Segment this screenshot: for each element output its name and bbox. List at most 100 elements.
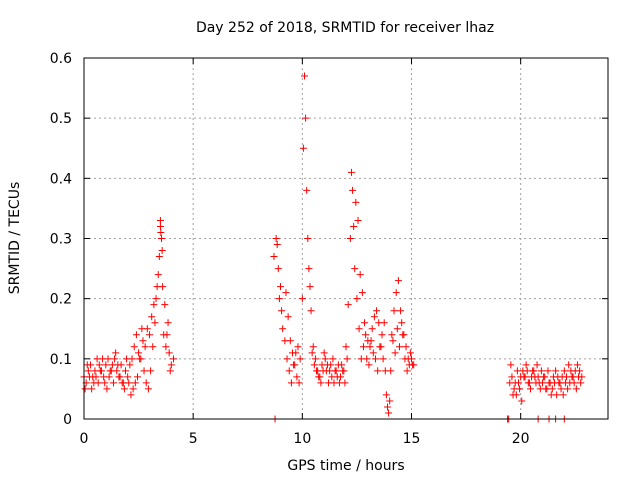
data-point: [305, 265, 313, 273]
data-point: [298, 295, 306, 303]
data-point: [293, 373, 301, 381]
data-point: [124, 373, 132, 381]
data-point: [362, 331, 370, 339]
data-point: [403, 367, 411, 375]
data-point: [391, 349, 399, 357]
data-point: [162, 343, 170, 351]
data-point: [114, 361, 122, 369]
data-point: [132, 331, 140, 339]
data-point: [342, 343, 350, 351]
data-point: [529, 367, 537, 375]
data-point: [130, 343, 138, 351]
x-tick-label: 15: [403, 431, 421, 447]
data-point: [343, 355, 351, 363]
data-point: [565, 361, 573, 369]
y-axis-label: SRMTID / TECUs: [7, 182, 23, 295]
data-point: [575, 373, 583, 381]
data-point: [99, 355, 107, 363]
data-point: [103, 385, 111, 393]
data-point: [568, 373, 576, 381]
data-point: [286, 337, 294, 345]
data-point: [96, 367, 104, 375]
data-point: [387, 367, 395, 375]
data-point: [133, 373, 141, 381]
data-point: [383, 403, 391, 411]
data-point: [304, 235, 312, 242]
data-point: [524, 379, 532, 387]
data-point: [352, 198, 360, 206]
data-point: [370, 313, 378, 321]
data-point: [320, 349, 328, 357]
data-point: [167, 361, 175, 369]
y-tick-label: 0.4: [50, 171, 72, 187]
data-point: [389, 337, 397, 345]
data-point: [154, 271, 162, 279]
data-point: [170, 355, 178, 363]
data-point: [123, 355, 131, 363]
data-point: [552, 367, 560, 375]
data-point: [540, 373, 548, 381]
x-tick-label: 0: [80, 431, 89, 447]
data-point: [321, 355, 329, 363]
data-point: [274, 265, 282, 273]
data-point: [160, 331, 168, 339]
data-point: [116, 373, 124, 381]
data-point: [141, 343, 149, 351]
data-point: [151, 319, 159, 327]
data-point: [560, 367, 568, 375]
data-point: [511, 379, 519, 387]
data-point: [139, 337, 147, 345]
data-point: [135, 349, 143, 357]
data-point: [522, 361, 530, 369]
data-point: [156, 222, 164, 230]
data-point: [356, 271, 364, 279]
data-point: [350, 222, 358, 230]
data-point: [142, 379, 150, 387]
data-point: [553, 391, 561, 399]
data-point: [564, 385, 572, 393]
data-point: [147, 367, 155, 375]
data-point: [306, 283, 314, 291]
data-point: [576, 367, 584, 375]
data-point: [301, 72, 309, 80]
data-point: [291, 361, 299, 369]
data-point: [374, 367, 382, 375]
data-point: [129, 385, 137, 393]
data-point: [572, 385, 580, 393]
data-point: [365, 361, 373, 369]
data-point: [153, 283, 161, 291]
data-point: [353, 295, 361, 303]
data-point: [531, 373, 539, 381]
chart-title: Day 252 of 2018, SRMTID for receiver lha…: [196, 20, 494, 36]
y-tick-label: 0.5: [50, 111, 72, 127]
data-point: [323, 361, 331, 369]
data-point: [285, 367, 293, 375]
data-point: [294, 343, 302, 351]
data-point: [165, 349, 173, 357]
data-point: [118, 379, 126, 387]
data-point: [275, 295, 283, 303]
data-point: [296, 355, 304, 363]
y-tick-label: 0: [63, 412, 72, 428]
data-point: [278, 307, 286, 315]
data-point: [548, 385, 556, 393]
data-point: [400, 331, 408, 339]
data-point: [378, 331, 386, 339]
data-point: [570, 379, 578, 387]
data-point: [404, 355, 412, 363]
x-axis-label: GPS time / hours: [287, 458, 404, 474]
x-tick-label: 5: [189, 431, 198, 447]
data-point: [127, 391, 135, 399]
data-point: [339, 367, 347, 375]
data-point: [287, 379, 295, 387]
data-point: [513, 367, 521, 375]
data-point: [158, 247, 166, 255]
data-point: [158, 235, 166, 242]
data-point: [386, 397, 394, 405]
data-point: [380, 319, 388, 327]
data-point: [284, 313, 292, 321]
data-point: [138, 325, 146, 333]
data-point: [337, 373, 345, 381]
data-point: [361, 319, 369, 327]
data-point: [157, 228, 165, 236]
